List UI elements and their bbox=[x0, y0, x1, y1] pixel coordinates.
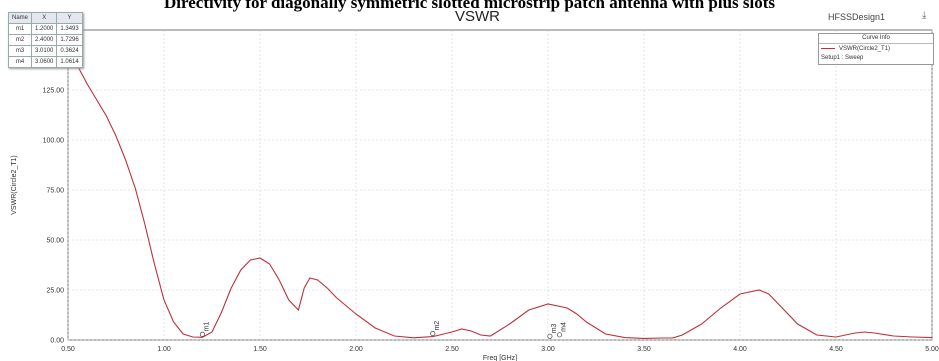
curve-info-header: Curve Info bbox=[819, 34, 933, 44]
marker-label: m2 bbox=[434, 321, 441, 331]
x-tick-label: 2.50 bbox=[445, 346, 459, 353]
series-line bbox=[67, 39, 933, 339]
marker-name: m4 bbox=[7, 56, 33, 68]
x-tick-label: 0.50 bbox=[61, 346, 75, 353]
figure-caption: Directivity for diagonally symmetric slo… bbox=[163, 0, 776, 12]
marker-row: m4 3.0600 1.0614 bbox=[7, 56, 83, 68]
x-tick-label: 5.00 bbox=[925, 346, 939, 353]
marker-name: m3 bbox=[7, 45, 33, 57]
marker-x: 2.4000 bbox=[31, 34, 58, 46]
y-tick-label: 50.00 bbox=[46, 238, 64, 245]
marker-header-x: X bbox=[31, 12, 58, 24]
y-tick-label: 25.00 bbox=[46, 288, 64, 295]
marker-label: m4 bbox=[561, 322, 568, 332]
x-tick-label: 4.00 bbox=[733, 346, 747, 353]
marker-header-name: Name bbox=[7, 12, 33, 24]
curve-info-legend[interactable]: Curve Info VSWR(Circle2_T1) Setup1 : Swe… bbox=[818, 33, 934, 65]
marker-name: m1 bbox=[7, 23, 33, 35]
y-tick-label: 125.00 bbox=[43, 88, 65, 95]
design-name: HFSSDesign1 bbox=[828, 12, 886, 22]
legend-swatch bbox=[821, 48, 835, 49]
x-axis-label: Freq [GHz] bbox=[483, 355, 517, 361]
marker-y: 1.3493 bbox=[56, 23, 83, 35]
plot-title: VSWR bbox=[455, 8, 500, 25]
plot-area bbox=[67, 29, 933, 341]
marker-y: 0.3624 bbox=[56, 45, 83, 57]
x-tick-label: 2.00 bbox=[349, 346, 363, 353]
marker-point bbox=[556, 332, 563, 338]
x-tick-label: 3.50 bbox=[637, 346, 651, 353]
marker-table-header: Name X Y bbox=[7, 12, 83, 24]
marker-y: 1.7296 bbox=[56, 34, 83, 46]
marker-header-y: Y bbox=[56, 12, 83, 24]
x-tick-label: 4.50 bbox=[829, 346, 843, 353]
marker-x: 3.0600 bbox=[31, 56, 58, 68]
marker-x: 1.2000 bbox=[31, 23, 58, 35]
marker-point bbox=[199, 331, 205, 337]
y-tick-label: 100.00 bbox=[43, 138, 65, 145]
legend-sub: Setup1 : Sweep bbox=[819, 53, 933, 62]
pin-icon[interactable]: ⤓ bbox=[922, 10, 927, 21]
marker-row: m2 2.4000 1.7296 bbox=[7, 34, 83, 46]
y-tick-label: 0.00 bbox=[50, 338, 64, 345]
legend-label: VSWR(Circle2_T1) bbox=[839, 45, 891, 52]
marker-table: Name X Y m1 1.2000 1.3493 m2 2.4000 1.72… bbox=[7, 12, 83, 68]
marker-row: m3 3.0100 0.3624 bbox=[7, 45, 83, 57]
legend-sub-label: Setup1 : Sweep bbox=[821, 54, 864, 61]
marker-y: 1.0614 bbox=[56, 56, 83, 68]
y-tick-label: 75.00 bbox=[46, 188, 64, 195]
marker-row: m1 1.2000 1.3493 bbox=[7, 23, 83, 35]
x-tick-label: 1.50 bbox=[253, 346, 267, 353]
marker-label: m1 bbox=[203, 321, 210, 331]
marker-label: m3 bbox=[551, 323, 558, 333]
marker-point bbox=[430, 330, 436, 337]
legend-entry[interactable]: VSWR(Circle2_T1) bbox=[819, 44, 933, 53]
y-axis-label: VSWR(Circle2_T1) bbox=[11, 155, 18, 215]
x-tick-label: 3.00 bbox=[541, 346, 555, 353]
marker-name: m2 bbox=[7, 34, 33, 46]
marker-point bbox=[547, 333, 553, 339]
marker-x: 3.0100 bbox=[31, 45, 58, 57]
x-tick-label: 1.00 bbox=[157, 346, 171, 353]
